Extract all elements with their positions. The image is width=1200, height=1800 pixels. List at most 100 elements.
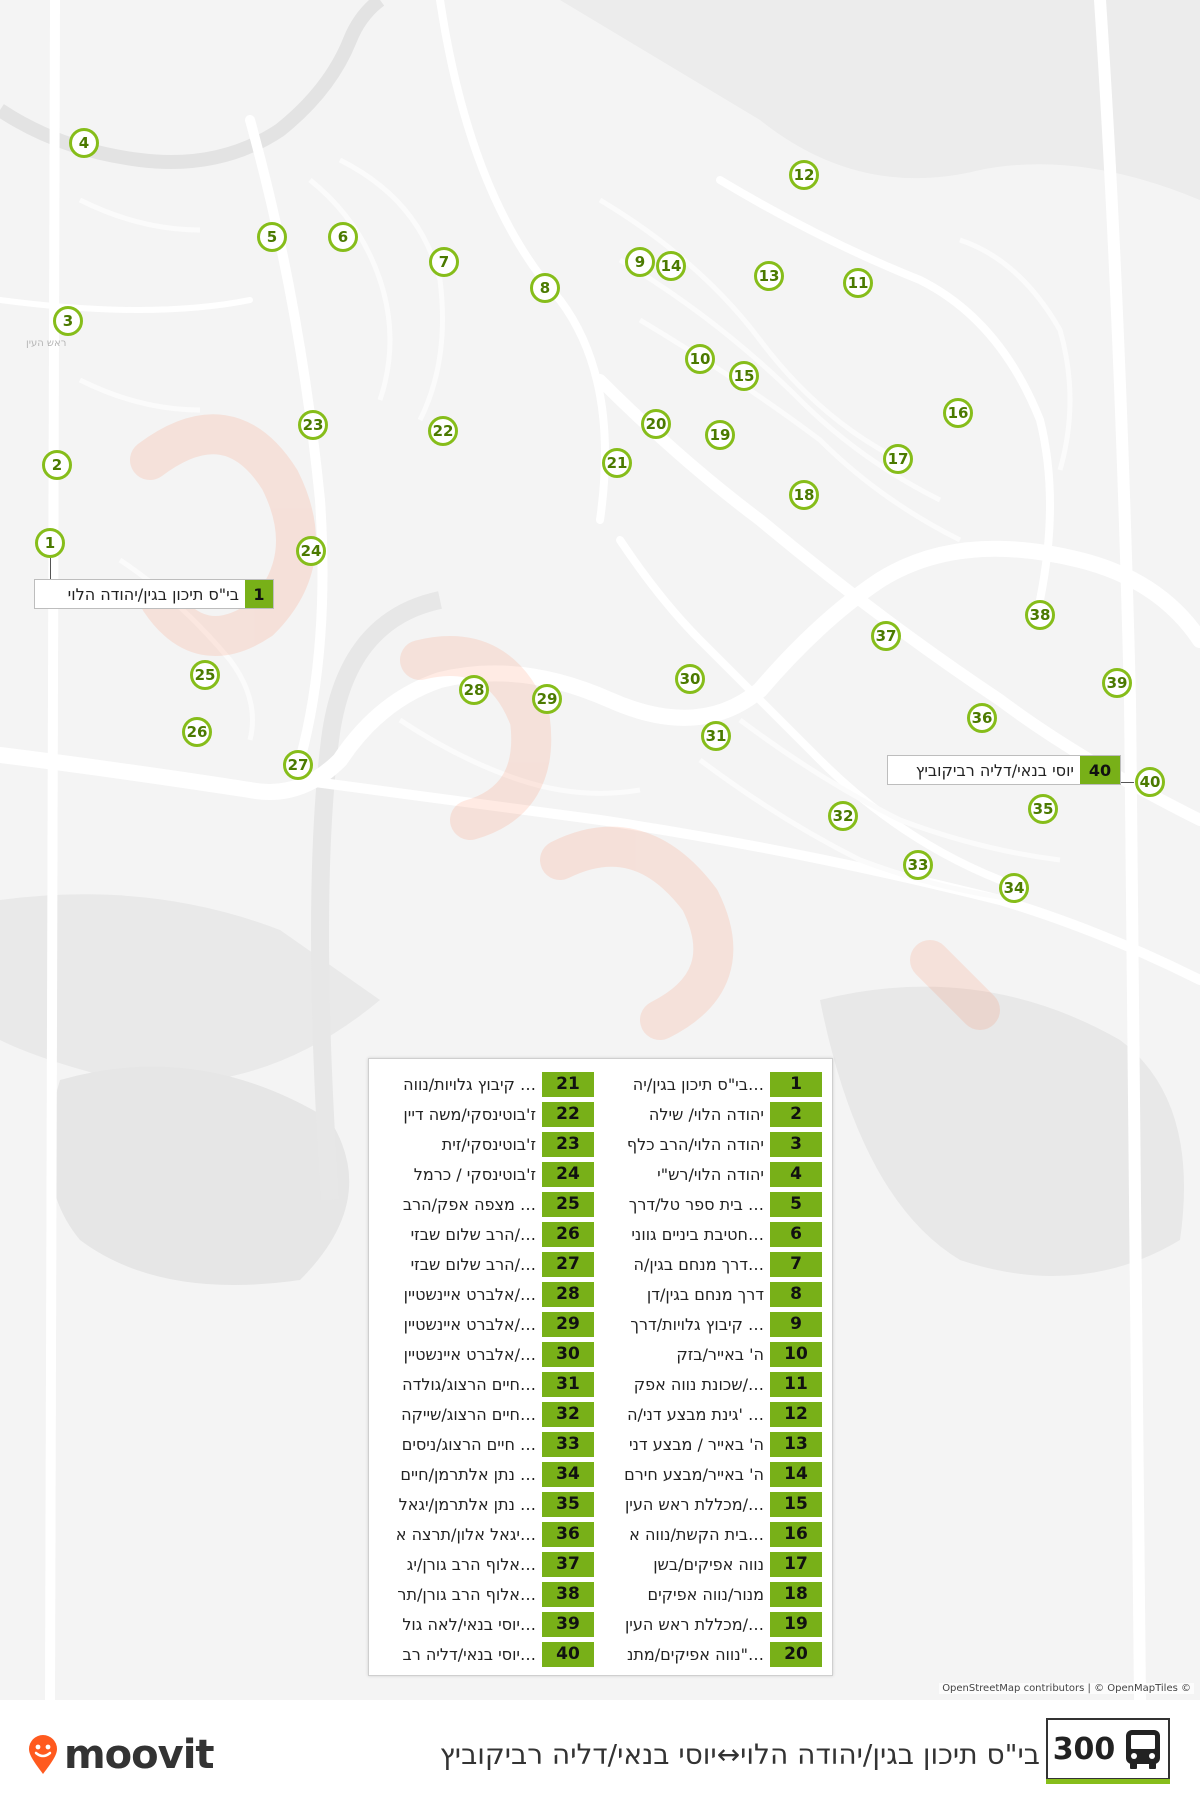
stop-marker-22[interactable]: 22	[428, 416, 458, 446]
legend-row-stop-25[interactable]: מצפה אפק/הרב … 25	[379, 1189, 594, 1219]
legend-stop-number: 24	[542, 1161, 594, 1187]
stop-marker-5[interactable]: 5	[257, 222, 287, 252]
stop-marker-37[interactable]: 37	[871, 621, 901, 651]
legend-row-stop-37[interactable]: אלוף הרב גורן/יג… 37	[379, 1549, 594, 1579]
stop-marker-21[interactable]: 21	[602, 448, 632, 478]
stop-marker-18[interactable]: 18	[789, 480, 819, 510]
legend-row-stop-11[interactable]: שכונת נווה אפק/… 11	[607, 1369, 822, 1399]
legend-row-stop-29[interactable]: אלברט איינשטיין/… 29	[379, 1309, 594, 1339]
legend-row-stop-9[interactable]: קיבוץ גלויות/דרך … 9	[607, 1309, 822, 1339]
legend-stop-name: הרב שלום שבזי/…	[410, 1224, 536, 1244]
route-map[interactable]: ראש העין 1 2 3 4 5 6 7 8 9 10 11 12 13 14 15 16 17 18 19 20…	[0, 0, 1200, 1700]
legend-stop-number: 26	[542, 1221, 594, 1247]
legend-stop-number: 38	[542, 1581, 594, 1607]
legend-row-stop-10[interactable]: ה' באייר/בזק 10	[607, 1339, 822, 1369]
stop-marker-30[interactable]: 30	[675, 664, 705, 694]
legend-row-stop-30[interactable]: אלברט איינשטיין/… 30	[379, 1339, 594, 1369]
stop-marker-27[interactable]: 27	[283, 750, 313, 780]
stop-marker-13[interactable]: 13	[754, 261, 784, 291]
legend-row-stop-1[interactable]: בי"ס תיכון בגין/יה… 1	[607, 1069, 822, 1099]
legend-row-stop-33[interactable]: חיים הרצוג/ניסים … 33	[379, 1429, 594, 1459]
stop-marker-6[interactable]: 6	[328, 222, 358, 252]
stop-marker-29[interactable]: 29	[532, 684, 562, 714]
stop-marker-20[interactable]: 20	[641, 409, 671, 439]
legend-stop-name: שכונת נווה אפק/…	[633, 1374, 764, 1394]
legend-stop-name: בי"ס תיכון בגין/יה…	[632, 1074, 764, 1094]
stop-marker-3[interactable]: 3	[53, 306, 83, 336]
legend-row-stop-19[interactable]: מכללת ראש העין/… 19	[607, 1609, 822, 1639]
legend-stop-name: ז'בוטינסקי/זית	[441, 1134, 536, 1154]
stop-marker-40[interactable]: 40	[1135, 767, 1165, 797]
legend-row-stop-27[interactable]: הרב שלום שבזי/… 27	[379, 1249, 594, 1279]
stop-marker-23[interactable]: 23	[298, 410, 328, 440]
stop-marker-38[interactable]: 38	[1025, 600, 1055, 630]
legend-row-stop-31[interactable]: חיים הרצוג/גולדה… 31	[379, 1369, 594, 1399]
legend-row-stop-15[interactable]: מכללת ראש העין/… 15	[607, 1489, 822, 1519]
legend-row-stop-3[interactable]: יהודה הלוי/הרב כלף 3	[607, 1129, 822, 1159]
stop-marker-26[interactable]: 26	[182, 717, 212, 747]
stop-marker-4[interactable]: 4	[69, 128, 99, 158]
legend-row-stop-40[interactable]: יוסי בנאי/דליה רב… 40	[379, 1639, 594, 1669]
legend-stop-name: ז'בוטינסקי / כרמל	[413, 1164, 536, 1184]
stop-marker-1[interactable]: 1	[35, 528, 65, 558]
legend-row-stop-21[interactable]: קיבוץ גלויות/נווה … 21	[379, 1069, 594, 1099]
legend-row-stop-13[interactable]: ה' באייר / מבצע דני 13	[607, 1429, 822, 1459]
legend-row-stop-22[interactable]: ז'בוטינסקי/משה דיין 22	[379, 1099, 594, 1129]
stop-marker-39[interactable]: 39	[1102, 668, 1132, 698]
legend-row-stop-24[interactable]: ז'בוטינסקי / כרמל 24	[379, 1159, 594, 1189]
legend-row-stop-14[interactable]: ה' באייר/מבצע חירם 14	[607, 1459, 822, 1489]
legend-row-stop-34[interactable]: נתן אלתרמן/חיים … 34	[379, 1459, 594, 1489]
stop-marker-12[interactable]: 12	[789, 160, 819, 190]
legend-row-stop-8[interactable]: דרך מנחם בגין/דן 8	[607, 1279, 822, 1309]
stop-marker-34[interactable]: 34	[999, 873, 1029, 903]
stop-marker-31[interactable]: 31	[701, 721, 731, 751]
stop-marker-9[interactable]: 9	[625, 247, 655, 277]
legend-stop-number: 3	[770, 1131, 822, 1157]
legend-row-stop-35[interactable]: נתן אלתרמן/יגאל … 35	[379, 1489, 594, 1519]
legend-stop-number: 10	[770, 1341, 822, 1367]
stop-marker-17[interactable]: 17	[883, 444, 913, 474]
legend-row-stop-18[interactable]: מנור/נווה אפיקים 18	[607, 1579, 822, 1609]
stop-marker-16[interactable]: 16	[943, 398, 973, 428]
legend-row-stop-36[interactable]: יגאל אלון/תרצה א… 36	[379, 1519, 594, 1549]
legend-row-stop-28[interactable]: אלברט איינשטיין/… 28	[379, 1279, 594, 1309]
stop-marker-11[interactable]: 11	[843, 268, 873, 298]
stop-marker-10[interactable]: 10	[685, 344, 715, 374]
legend-row-stop-17[interactable]: נווה אפיקים/בשן 17	[607, 1549, 822, 1579]
legend-stop-name: יגאל אלון/תרצה א…	[395, 1524, 536, 1544]
legend-row-stop-32[interactable]: חיים הרצוג/שייקה… 32	[379, 1399, 594, 1429]
moovit-logo[interactable]: moovit	[28, 1732, 215, 1778]
legend-row-stop-16[interactable]: בית הקשת/נווה א… 16	[607, 1519, 822, 1549]
start-stop-callout[interactable]: בי"ס תיכון בגין/יהודה הלוי 1	[34, 579, 274, 609]
stop-marker-33[interactable]: 33	[903, 850, 933, 880]
stop-marker-19[interactable]: 19	[705, 420, 735, 450]
legend-stop-name: קיבוץ גלויות/נווה …	[403, 1074, 536, 1094]
legend-row-stop-39[interactable]: יוסי בנאי/לאה גול… 39	[379, 1609, 594, 1639]
stop-marker-36[interactable]: 36	[967, 703, 997, 733]
legend-row-stop-2[interactable]: יהודה הלוי/ שילה 2	[607, 1099, 822, 1129]
stop-marker-24[interactable]: 24	[296, 536, 326, 566]
legend-row-stop-20[interactable]: נווה אפיקים/מתנ"… 20	[607, 1639, 822, 1669]
stop-marker-8[interactable]: 8	[530, 273, 560, 303]
stop-marker-25[interactable]: 25	[190, 660, 220, 690]
stop-marker-35[interactable]: 35	[1028, 794, 1058, 824]
legend-row-stop-4[interactable]: יהודה הלוי/רש"י 4	[607, 1159, 822, 1189]
legend-row-stop-5[interactable]: בית ספר טל/דרך … 5	[607, 1189, 822, 1219]
stop-marker-7[interactable]: 7	[429, 247, 459, 277]
legend-row-stop-12[interactable]: גינת מבצע דני/ה' … 12	[607, 1399, 822, 1429]
route-badge[interactable]: 300	[1046, 1718, 1170, 1784]
stop-marker-15[interactable]: 15	[729, 361, 759, 391]
legend-row-stop-26[interactable]: הרב שלום שבזי/… 26	[379, 1219, 594, 1249]
legend-stop-name: יהודה הלוי/רש"י	[657, 1164, 764, 1184]
legend-stop-name: יהודה הלוי/הרב כלף	[626, 1134, 764, 1154]
end-stop-callout[interactable]: יוסי בנאי/דליה רביקוביץ 40	[887, 755, 1121, 785]
legend-row-stop-7[interactable]: דרך מנחם בגין/ה… 7	[607, 1249, 822, 1279]
legend-stop-name: אלברט איינשטיין/…	[403, 1344, 536, 1364]
stop-marker-14[interactable]: 14	[656, 251, 686, 281]
legend-row-stop-38[interactable]: אלוף הרב גורן/תר… 38	[379, 1579, 594, 1609]
stop-marker-2[interactable]: 2	[42, 450, 72, 480]
legend-row-stop-23[interactable]: ז'בוטינסקי/זית 23	[379, 1129, 594, 1159]
stop-marker-32[interactable]: 32	[828, 801, 858, 831]
stop-marker-28[interactable]: 28	[459, 675, 489, 705]
legend-row-stop-6[interactable]: חטיבת ביניים גווני… 6	[607, 1219, 822, 1249]
